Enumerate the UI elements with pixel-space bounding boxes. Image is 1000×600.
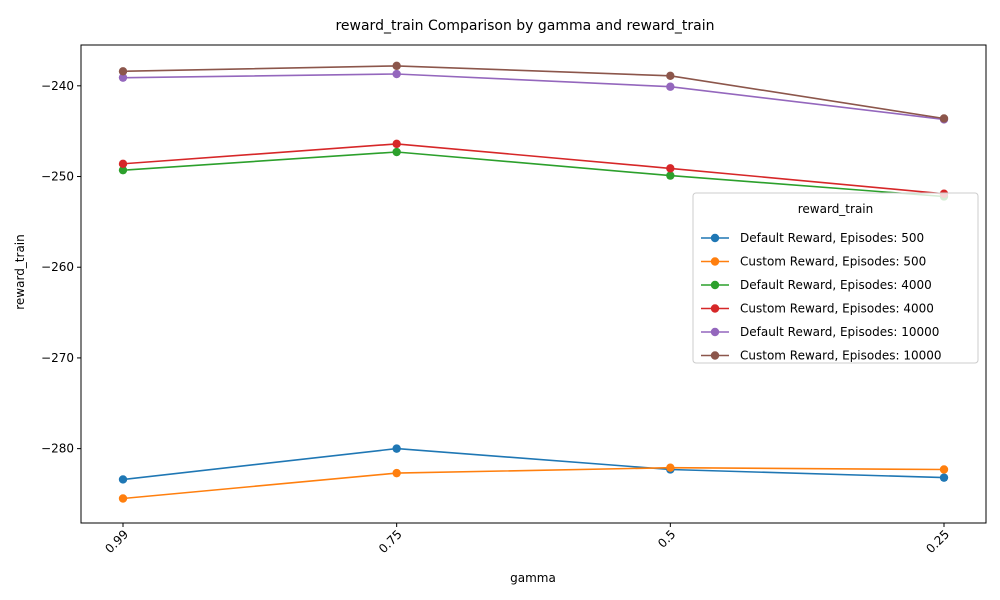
- series-2-point: [666, 463, 675, 472]
- series-line-1: [122, 447, 945, 481]
- series-2-point: [118, 494, 128, 503]
- series-4-point: [666, 164, 675, 173]
- x-tick-label: 0.25: [923, 527, 952, 556]
- series-1-point: [939, 473, 949, 482]
- series-5-point: [118, 73, 128, 82]
- series-line-5: [122, 73, 945, 121]
- legend-entry-5: Default Reward, Episodes: 10000: [740, 325, 939, 339]
- series-3-point: [392, 147, 401, 157]
- series-6-point: [118, 67, 128, 76]
- x-tick-label: 0.75: [376, 527, 405, 556]
- legend-entry-6: Custom Reward, Episodes: 10000: [740, 349, 942, 363]
- legend-marker-1: [710, 233, 720, 243]
- series-5-point: [392, 69, 401, 79]
- series-5-point: [666, 82, 675, 91]
- y-tick-label: −250: [41, 170, 74, 184]
- legend-entry-4: Custom Reward, Episodes: 4000: [740, 302, 934, 316]
- legend-marker-4: [710, 304, 720, 313]
- chart-title: reward_train Comparison by gamma and rew…: [335, 18, 714, 34]
- legend-marker-6: [710, 351, 720, 360]
- legend-marker-5: [710, 327, 720, 337]
- legend: reward_train Default Reward, Episodes: 50…: [692, 192, 979, 364]
- x-tick-label: 0.99: [102, 527, 131, 556]
- series-1-point: [392, 444, 401, 453]
- series-line-2: [122, 466, 945, 500]
- y-tick-label: −260: [41, 260, 74, 274]
- series-line-3: [122, 151, 945, 198]
- legend-marker-2: [710, 257, 720, 266]
- legend-box: [692, 192, 979, 364]
- series-4-point: [392, 139, 401, 149]
- x-axis-label: gamma: [510, 571, 556, 585]
- y-tick-label: −240: [41, 79, 74, 93]
- plot-frame: [80, 44, 987, 524]
- y-axis-label: reward_train: [13, 234, 27, 310]
- series-line-4: [122, 143, 945, 195]
- series-6-point: [666, 71, 675, 81]
- series-1-point: [118, 475, 128, 484]
- series-6-point: [939, 114, 949, 123]
- x-tick-label: 0.5: [655, 527, 678, 550]
- series-4-point: [118, 159, 128, 169]
- series-2-point: [939, 465, 949, 474]
- series-2-point: [392, 468, 401, 478]
- series-3-point: [666, 171, 675, 180]
- legend-entry-3: Default Reward, Episodes: 4000: [740, 278, 932, 292]
- series-3-point: [118, 165, 128, 175]
- legend-marker-3: [710, 280, 720, 290]
- legend-entry-2: Custom Reward, Episodes: 500: [740, 255, 926, 269]
- legend-entry-1: Default Reward, Episodes: 500: [740, 231, 924, 245]
- y-tick-label: −270: [41, 351, 74, 365]
- y-tick-label: −280: [41, 442, 74, 456]
- legend-title: reward_train: [798, 202, 874, 216]
- series-6-point: [392, 61, 401, 71]
- series-line-6: [122, 65, 945, 120]
